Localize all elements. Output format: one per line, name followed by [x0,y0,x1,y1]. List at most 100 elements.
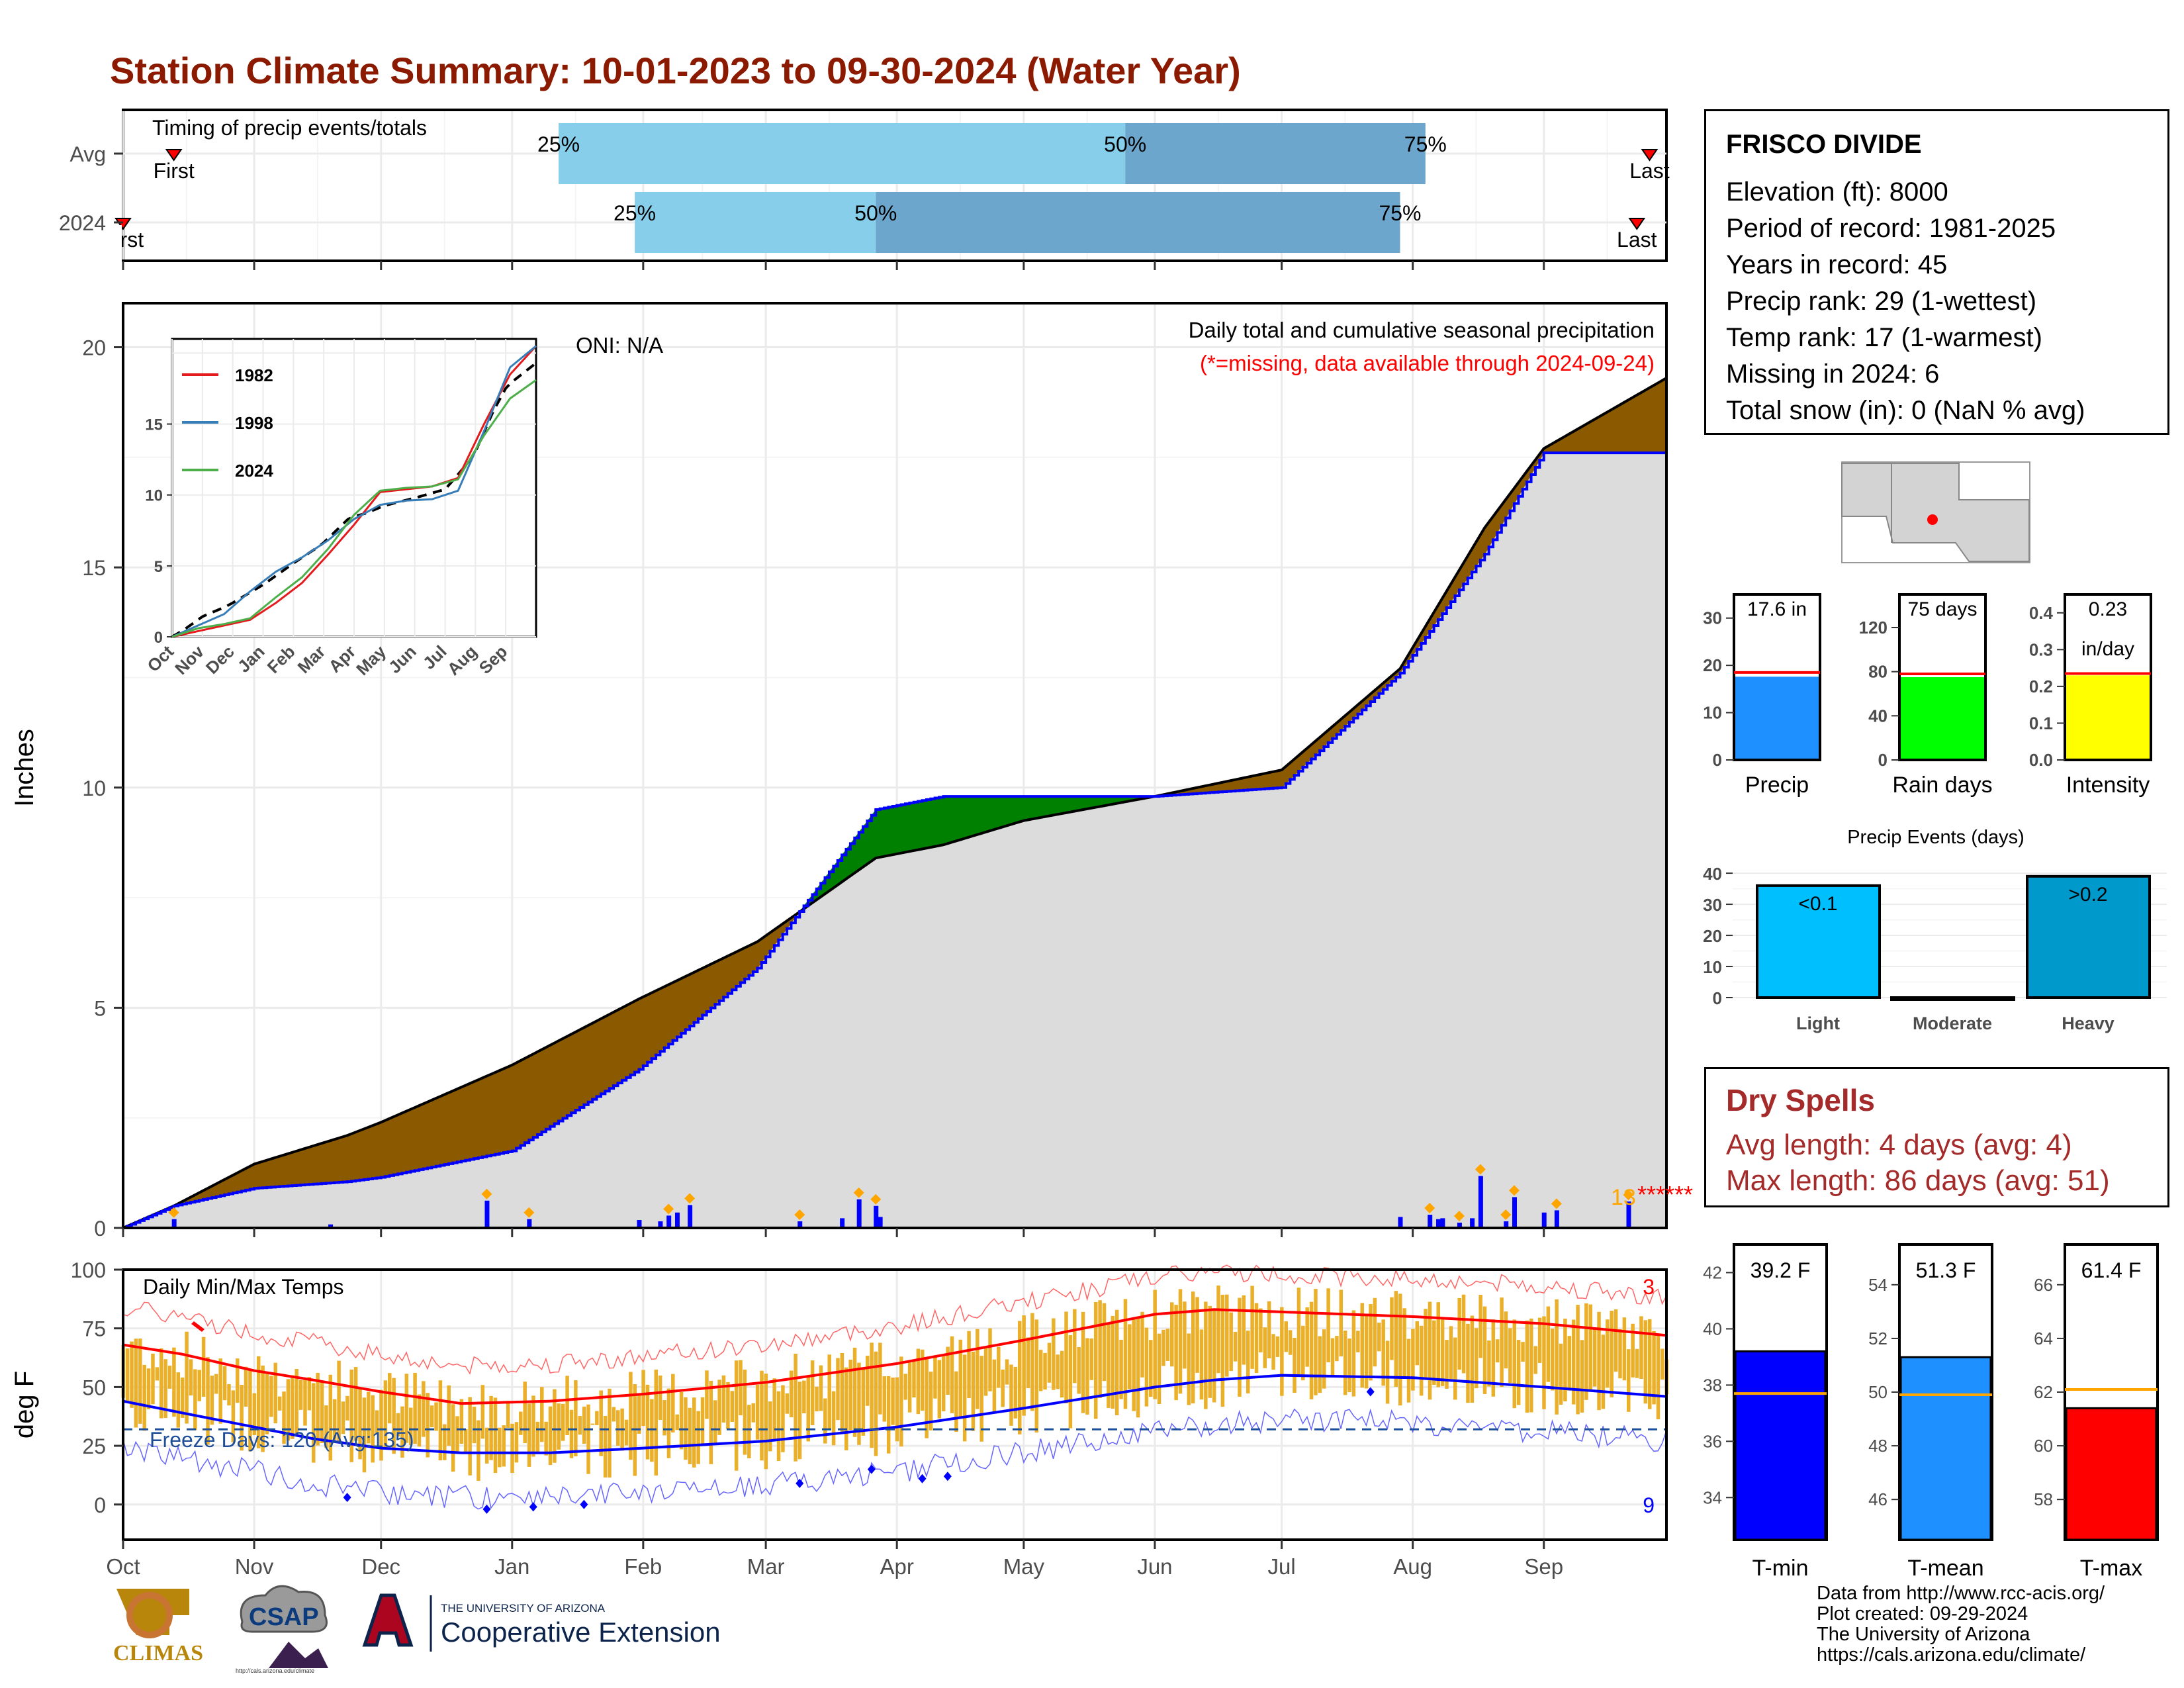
daily-temp-bar [794,1354,797,1462]
daily-precip-bar [1626,1201,1631,1228]
daily-temp-bar [1542,1316,1546,1409]
daily-temp-bar [443,1424,447,1460]
daily-temp-bar [1635,1348,1639,1378]
anomaly-fill [482,1076,488,1157]
daily-temp-bar [1656,1335,1661,1420]
events-category-label: Heavy [2062,1013,2115,1033]
daily-temp-bar [1254,1303,1259,1374]
daily-temp-bar [599,1390,603,1456]
anomaly-fill [1632,395,1638,453]
daily-temp-bar [819,1365,823,1411]
daily-temp-bar [1123,1299,1128,1409]
dry-spells-max: Max length: 86 days (avg: 51) [1726,1164,2110,1197]
daily-temp-bar [1056,1354,1060,1389]
anomaly-fill [1027,796,1033,820]
anomaly-fill [253,1162,259,1189]
daily-precip-bar [1457,1223,1462,1228]
anomaly-fill [1260,773,1265,790]
daily-temp-bar [988,1328,992,1391]
daily-temp-bar [1567,1336,1572,1391]
daily-temp-bar [1500,1297,1504,1387]
precip-event-marker [481,1188,492,1199]
daily-temp-bar [1183,1301,1187,1369]
mini-bar-ytick-label: 80 [1868,662,1888,682]
daily-temp-bar [400,1406,404,1458]
daily-temp-bar [1351,1310,1356,1397]
daily-temp-bar [210,1376,214,1425]
record-low-marker [529,1502,537,1512]
daily-precip-bar [1554,1210,1559,1228]
daily-temp-bar [248,1370,252,1452]
daily-temp-bar [1424,1309,1428,1379]
inset-chart: 198219982024051015OctNovDecJanFebMarAprM… [143,338,537,679]
daily-temp-bar [328,1374,333,1461]
temp-bar-ytick-label: 42 [1703,1262,1722,1282]
record-low-count: 9 [1643,1493,1655,1517]
daily-temp-bar [878,1342,882,1415]
daily-temp-bar [1377,1323,1381,1352]
mini-bar-ytick-label: 120 [1859,618,1888,637]
daily-temp-bar [836,1358,840,1421]
events-ytick-label: 0 [1713,988,1722,1008]
daily-temp-bar [1136,1318,1140,1418]
daily-temp-bar [303,1378,307,1426]
timing-row-label: Avg [69,142,106,166]
mini-bar-value: 75 days [1907,598,1977,620]
station-period: Period of record: 1981-2025 [1726,214,2056,243]
anomaly-fill [613,1009,619,1086]
events-bar-label: <0.1 [1798,893,1837,915]
station-snow: Total snow (in): 0 (NaN % avg) [1726,396,2085,425]
daily-temp-bar [1563,1319,1567,1401]
station-years: Years in record: 45 [1726,250,1948,279]
daily-temp-bar [371,1395,375,1463]
anomaly-fill [499,1068,504,1154]
anomaly-fill [596,1018,602,1098]
daily-temp-bar [1267,1301,1271,1359]
anomaly-fill [453,1088,458,1163]
inset-average-line [171,361,537,638]
anomaly-fill [512,1062,518,1152]
anomaly-fill [494,1070,500,1155]
temp-bar-ytick-label: 54 [1868,1275,1888,1295]
daily-temp-bar [185,1331,189,1424]
daily-temp-bar [582,1406,586,1444]
anomaly-fill [880,808,885,858]
anomaly-fill [1062,796,1067,814]
mini-bar-ytick-label: 0.2 [2029,677,2053,696]
anomaly-fill [605,1013,610,1092]
temp-bar-fill [1734,1350,1827,1541]
credit-line: Data from http://www.rcc-acis.org/ [1817,1583,2105,1604]
daily-temp-bar [1038,1350,1043,1391]
daily-temp-bar [1398,1293,1402,1406]
anomaly-fill [630,1000,635,1076]
timing-bar-q25-q50 [559,123,1126,184]
station-name: FRISCO DIVIDE [1726,130,1922,159]
daily-temp-bar [705,1370,709,1419]
month-label: Mar [747,1554,785,1579]
anomaly-fill [922,799,927,849]
daily-temp-bar [519,1411,523,1435]
anomaly-fill [736,949,741,987]
daily-temp-bar [464,1429,468,1454]
daily-temp-bar [1385,1340,1390,1404]
daily-temp-bar [1461,1294,1466,1374]
daily-temp-bar [1195,1297,1199,1373]
anomaly-fill [634,998,640,1073]
anomaly-fill [469,1081,475,1160]
anomaly-fill [258,1161,263,1188]
anomaly-fill [1590,418,1596,453]
anomaly-fill [651,990,657,1059]
daily-temp-bar [468,1397,472,1476]
daily-temp-bar [1242,1295,1246,1365]
daily-temp-bar [1601,1335,1606,1409]
anomaly-fill [888,806,893,856]
anomaly-fill [1602,411,1608,453]
daily-temp-bar [379,1389,383,1461]
daily-temp-bar [282,1391,286,1444]
daily-temp-bar [1487,1340,1491,1387]
month-axis: Oct Nov Dec Jan Feb Mar Apr May Jun Jul Aug Sep [106,261,1563,1579]
events-ytick-label: 30 [1703,895,1722,915]
ua-small-text: THE UNIVERSITY OF ARIZONA [441,1602,606,1615]
daily-temp-bar [827,1354,831,1430]
daily-temp-bar [383,1380,388,1449]
